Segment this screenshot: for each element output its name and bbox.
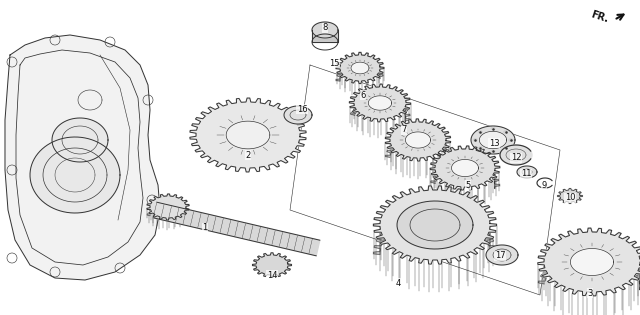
Text: 14: 14 — [267, 271, 277, 279]
Polygon shape — [500, 145, 532, 165]
Polygon shape — [570, 249, 614, 276]
Polygon shape — [153, 202, 320, 256]
Text: 16: 16 — [297, 105, 307, 113]
Text: 6: 6 — [360, 90, 365, 100]
Text: 12: 12 — [511, 153, 521, 163]
Polygon shape — [312, 22, 338, 38]
Text: 8: 8 — [323, 24, 328, 32]
Text: 2: 2 — [245, 151, 251, 159]
Polygon shape — [451, 159, 479, 176]
Text: 13: 13 — [489, 139, 499, 147]
Polygon shape — [284, 106, 312, 124]
Polygon shape — [517, 166, 537, 178]
Ellipse shape — [479, 147, 482, 149]
Polygon shape — [486, 245, 518, 265]
Text: 4: 4 — [396, 278, 401, 288]
Text: 5: 5 — [465, 180, 470, 190]
Polygon shape — [336, 52, 383, 81]
Polygon shape — [373, 186, 497, 264]
Text: FR.: FR. — [590, 9, 610, 24]
Polygon shape — [373, 186, 496, 255]
Text: 10: 10 — [564, 193, 575, 203]
Polygon shape — [397, 201, 473, 249]
Ellipse shape — [474, 139, 477, 141]
Polygon shape — [253, 253, 291, 277]
Text: 15: 15 — [329, 59, 339, 67]
Ellipse shape — [504, 131, 508, 133]
Polygon shape — [431, 146, 500, 189]
Polygon shape — [405, 132, 431, 148]
Ellipse shape — [504, 147, 508, 149]
Polygon shape — [479, 131, 507, 149]
Polygon shape — [147, 194, 189, 220]
Polygon shape — [5, 35, 160, 280]
Polygon shape — [336, 52, 384, 83]
Polygon shape — [30, 137, 120, 213]
Polygon shape — [312, 30, 338, 42]
Polygon shape — [349, 84, 411, 122]
Text: 9: 9 — [541, 180, 547, 190]
Polygon shape — [52, 118, 108, 162]
Text: 1: 1 — [202, 224, 207, 232]
Text: 7: 7 — [401, 125, 406, 135]
Polygon shape — [368, 96, 392, 110]
Polygon shape — [190, 98, 306, 172]
Polygon shape — [471, 126, 515, 154]
Polygon shape — [557, 188, 582, 203]
Ellipse shape — [492, 150, 495, 152]
Polygon shape — [430, 146, 500, 190]
Polygon shape — [385, 119, 451, 159]
Text: 11: 11 — [521, 169, 531, 179]
Ellipse shape — [509, 139, 513, 141]
Polygon shape — [538, 228, 640, 296]
Polygon shape — [351, 62, 369, 74]
Ellipse shape — [492, 128, 495, 130]
Polygon shape — [410, 209, 460, 241]
Polygon shape — [147, 194, 189, 218]
Text: 3: 3 — [588, 289, 593, 297]
Polygon shape — [351, 84, 411, 123]
Ellipse shape — [479, 131, 482, 133]
Polygon shape — [538, 228, 640, 290]
Text: 17: 17 — [495, 251, 506, 261]
Polygon shape — [226, 121, 270, 149]
Polygon shape — [385, 119, 451, 161]
